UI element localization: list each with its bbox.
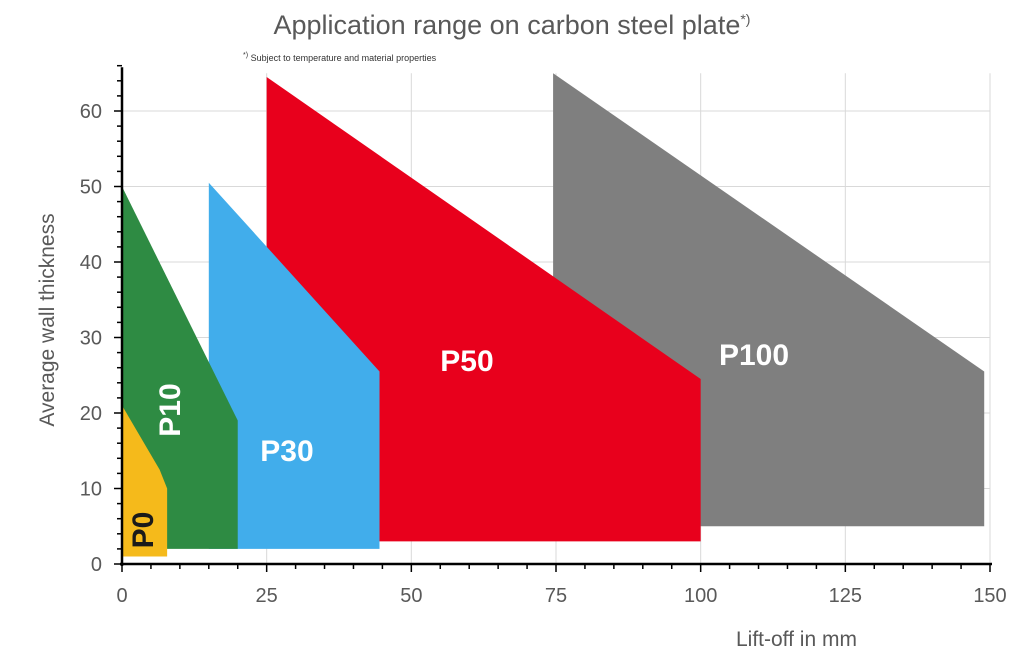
- y-tick-label: 50: [80, 177, 102, 199]
- y-tick-label: 20: [80, 403, 102, 425]
- y-tick-label: 30: [80, 328, 102, 350]
- y-tick-label: 0: [91, 554, 102, 576]
- region-p30: [208, 182, 380, 549]
- region-label-p0: P0: [127, 512, 160, 549]
- region-label-p50: P50: [440, 345, 493, 378]
- chart-title-text: Application range on carbon steel plate: [273, 10, 741, 40]
- x-tick-label: 0: [116, 585, 127, 607]
- region-label-p100: P100: [719, 339, 789, 372]
- region-p0: [122, 405, 168, 557]
- y-tick-label: 10: [80, 479, 102, 501]
- title-footnote-marker: *): [740, 11, 751, 27]
- x-tick-label: 100: [684, 585, 717, 607]
- x-tick-label: 125: [829, 585, 862, 607]
- y-tick-label: 40: [80, 252, 102, 274]
- x-tick-label: 25: [256, 585, 278, 607]
- y-tick-label: 60: [80, 101, 102, 123]
- x-tick-label: 150: [973, 585, 1006, 607]
- region-label-p30: P30: [260, 435, 313, 468]
- note-marker: *): [243, 52, 249, 59]
- chart-title: Application range on carbon steel plate*…: [0, 10, 1024, 41]
- x-axis-label: Lift-off in mm: [736, 628, 857, 651]
- note-text: Subject to temperature and material prop…: [250, 53, 437, 63]
- region-label-p10: P10: [154, 383, 187, 436]
- x-tick-label: 50: [400, 585, 422, 607]
- chart-note: *) Subject to temperature and material p…: [243, 52, 436, 63]
- x-tick-label: 75: [545, 585, 567, 607]
